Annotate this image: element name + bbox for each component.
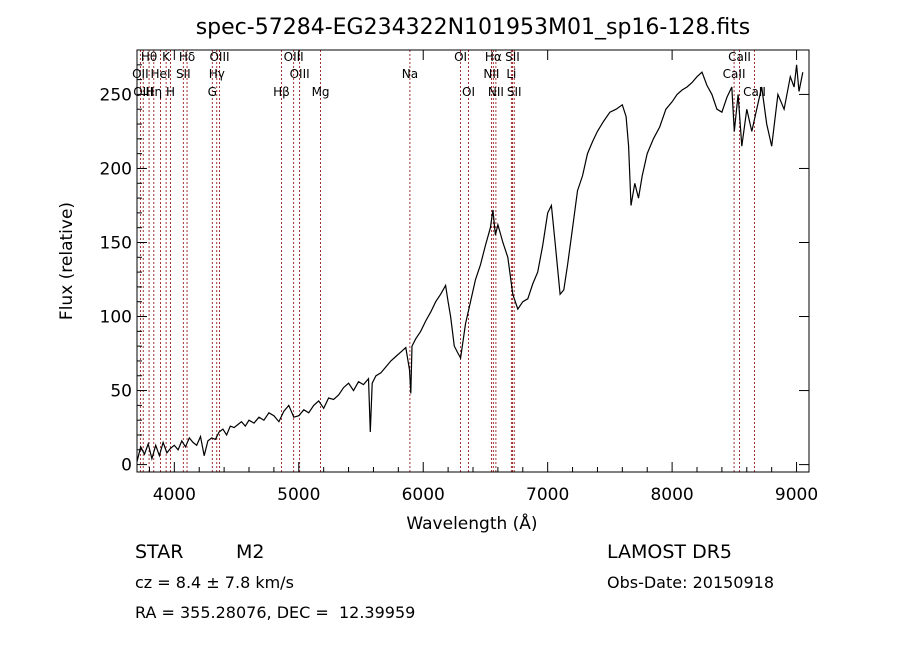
y-tick-label: 50 <box>110 382 132 402</box>
y-tick-label: 200 <box>100 159 132 179</box>
x-axis: 4000 5000 6000 7000 8000 9000 <box>148 50 818 505</box>
spectral-marker-label: SII <box>176 67 191 81</box>
spectral-marker-label: Hη <box>145 85 162 99</box>
ra-dec: RA = 355.28076, DEC = 12.39959 <box>135 603 416 622</box>
spectral-marker-label: HeI <box>151 67 171 81</box>
spectral-marker-label: OIII <box>290 67 310 81</box>
x-tick-label: 7000 <box>526 485 569 505</box>
spectral-marker-label: NII <box>488 85 504 99</box>
y-tick-label: 0 <box>121 456 132 476</box>
y-tick-label: 150 <box>100 233 132 253</box>
chart-title: spec-57284-EG234322N101953M01_sp16-128.f… <box>196 15 751 40</box>
plot-frame <box>136 49 810 473</box>
spectral-marker-label: OIII <box>209 50 229 64</box>
spectral-marker-label: Na <box>402 67 418 81</box>
spectral-marker-label: OIII <box>284 50 304 64</box>
spectral-marker-label: G <box>208 85 217 99</box>
spectral-marker-label: Hδ <box>179 50 195 64</box>
spectral-marker-label: Hβ <box>273 85 290 99</box>
spectral-marker-label: OII <box>132 67 149 81</box>
spectral-marker-label: SII <box>507 85 522 99</box>
observation-date: Obs-Date: 20150918 <box>607 573 775 592</box>
spectral-marker-label: H <box>166 85 175 99</box>
spectral-line-markers <box>139 50 755 472</box>
spectral-marker-label: OI <box>454 50 467 64</box>
y-axis-label: Flux (relative) <box>57 202 77 320</box>
spectral-marker-label: Hα <box>485 50 502 64</box>
spectral-marker-label: OIII <box>133 85 153 99</box>
x-tick-label: 9000 <box>775 485 818 505</box>
spectral-marker-label: Hθ <box>141 50 157 64</box>
spectral-marker-label: NII <box>483 67 499 81</box>
spectral-marker-label: K <box>162 50 171 64</box>
redshift-cz: cz = 8.4 ± 7.8 km/s <box>135 573 294 592</box>
spectrum-line <box>136 64 804 462</box>
x-tick-label: 8000 <box>650 485 693 505</box>
x-tick-label: 6000 <box>402 485 445 505</box>
x-axis-label: Wavelength (Å) <box>406 512 537 534</box>
x-tick-label: 4000 <box>153 485 196 505</box>
spectral-marker-label: CaII <box>728 50 751 64</box>
spectral-marker-label: CaII <box>723 67 746 81</box>
spectral-marker-label: OI <box>462 85 475 99</box>
spectral-line-labels: HθOIIOIIIHηHeIKHSIIHδHγGOIIIHβOIIIOIIIMg… <box>132 50 766 99</box>
y-tick-label: 100 <box>100 308 132 328</box>
object-class: STAR <box>135 541 184 563</box>
spectral-marker-label: Mg <box>312 85 330 99</box>
spectral-marker-label: Hγ <box>209 67 225 81</box>
spectral-marker-label: Li <box>506 67 516 81</box>
y-axis: 0 50 100 150 200 250 <box>100 64 809 476</box>
spectral-marker-label: SII <box>505 50 520 64</box>
survey-name: LAMOST DR5 <box>607 541 732 563</box>
x-tick-label: 5000 <box>277 485 320 505</box>
object-subclass: M2 <box>236 541 265 563</box>
y-tick-label: 250 <box>100 85 132 105</box>
